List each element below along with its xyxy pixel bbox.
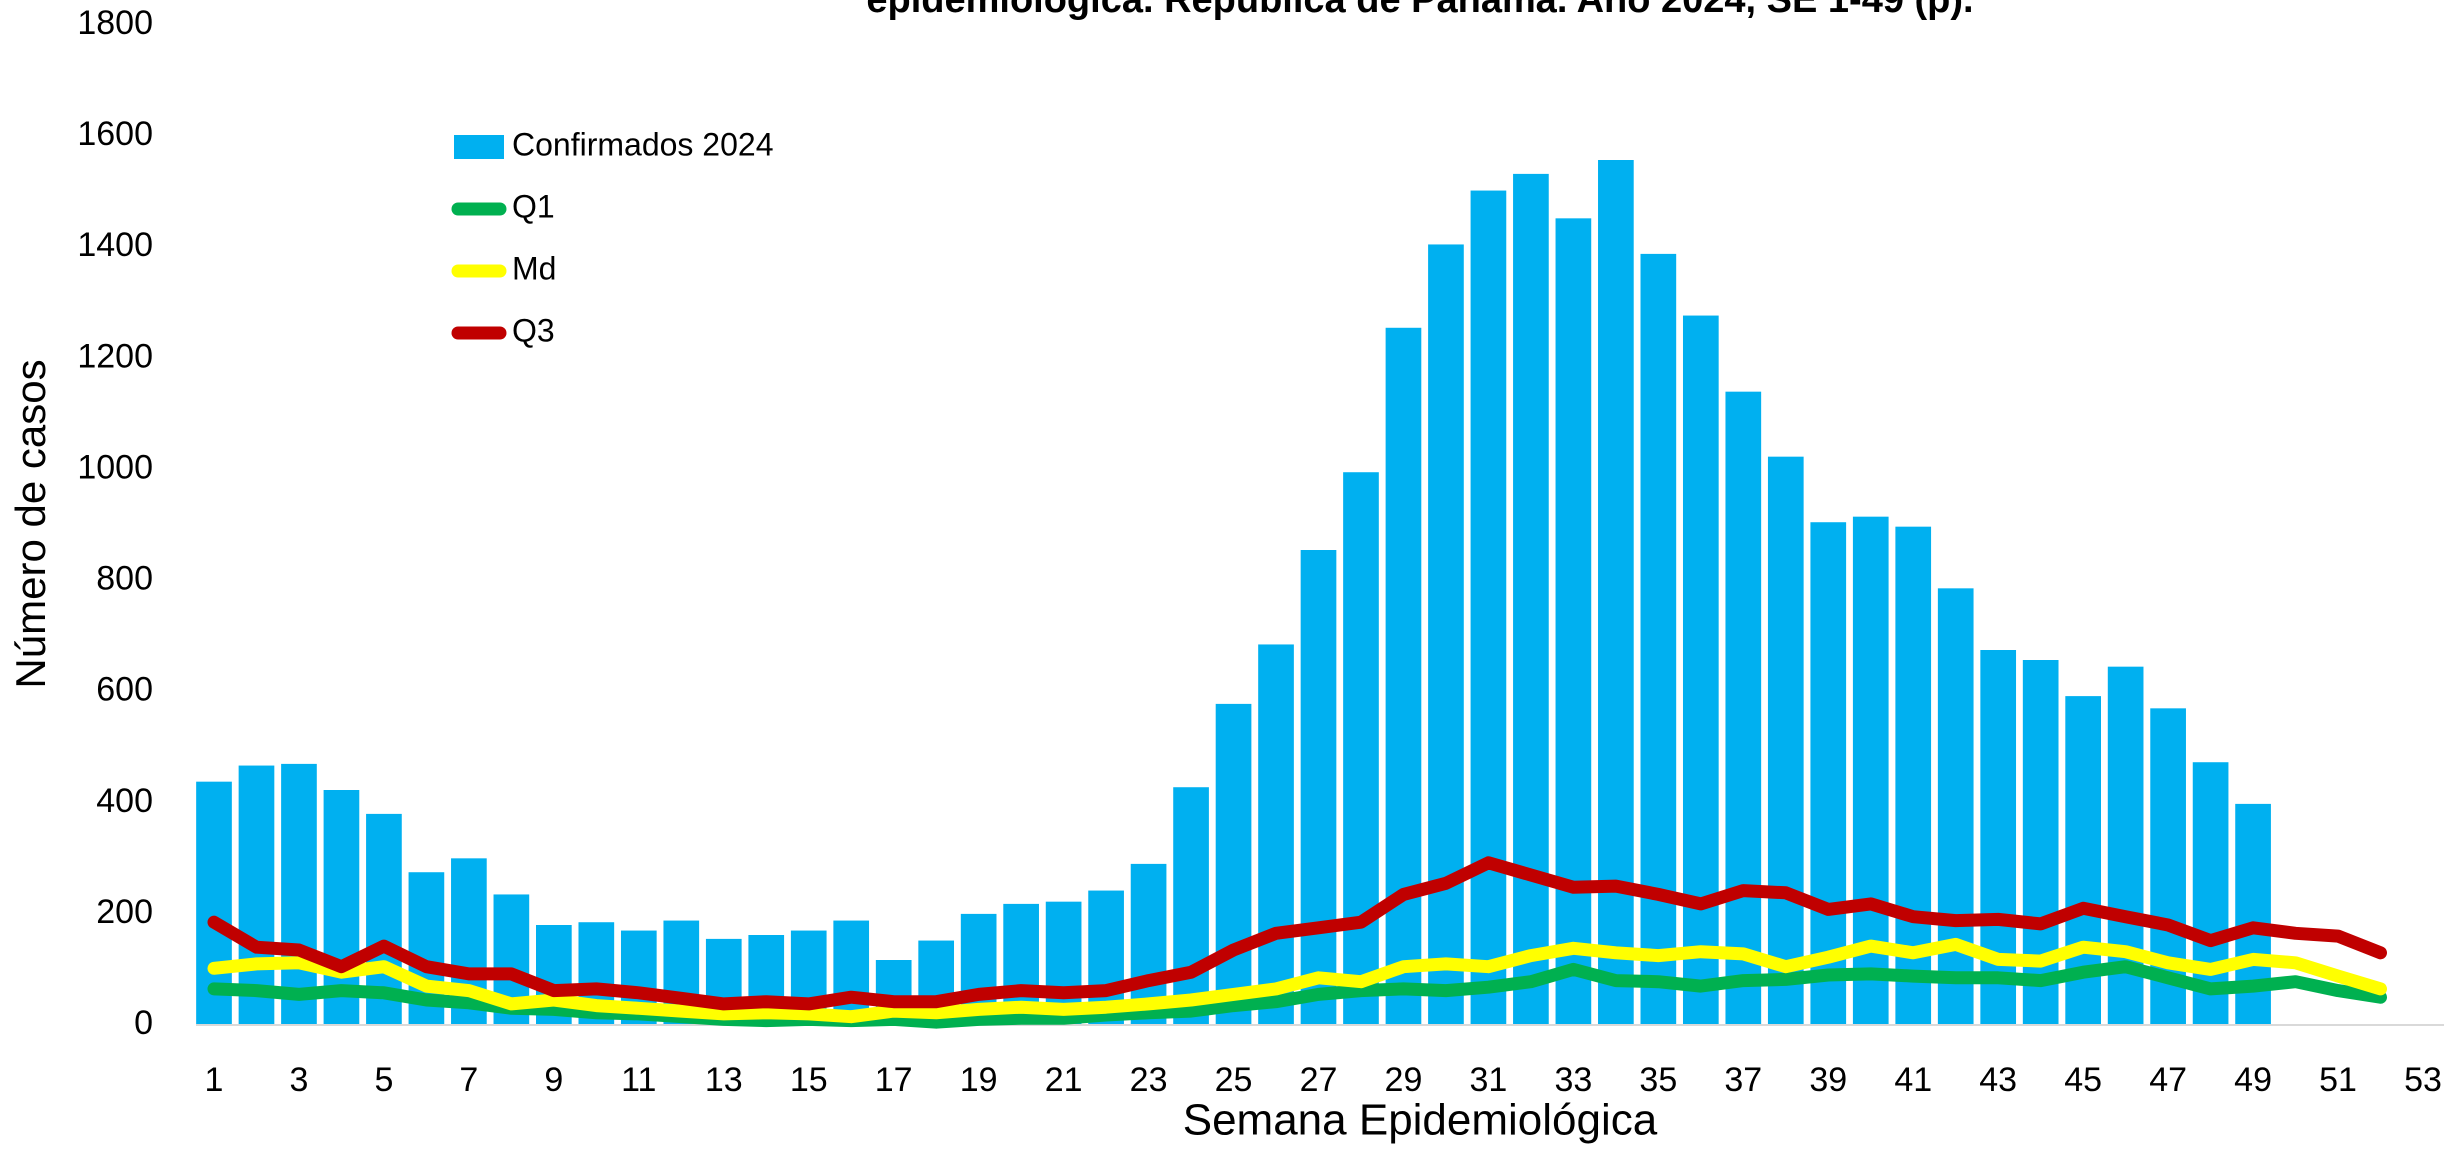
legend-swatch [454,135,504,159]
bar [833,920,870,1025]
bar [1385,327,1422,1025]
y-tick-label: 400 [96,782,153,820]
x-tick-label: 9 [544,1061,563,1099]
x-tick-label: 1 [205,1061,224,1099]
line-series [207,960,2387,1029]
bar [1682,315,1719,1025]
x-tick-label: 25 [1215,1061,1253,1099]
x-tick-label: 21 [1045,1061,1083,1099]
x-tick-label: 41 [1894,1061,1932,1099]
x-tick-label: 51 [2319,1061,2357,1099]
bar [1173,787,1209,1025]
x-tick-label: 5 [374,1061,393,1099]
x-tick-label: 49 [2234,1061,2272,1099]
legend-label: Q3 [512,312,555,348]
y-tick-label: 1200 [77,337,153,375]
bar [1513,173,1549,1025]
bar [1555,218,1592,1026]
bar [1895,526,1932,1025]
y-tick-label: 0 [134,1004,153,1042]
x-tick-label: 17 [875,1061,913,1099]
line-series [207,937,2387,1024]
bar [1598,160,1634,1025]
y-tick-label: 1800 [77,4,153,42]
x-tick-label: 29 [1385,1061,1423,1099]
x-tick-label: 37 [1724,1061,1762,1099]
chart-title: epidemiológica. República de Panamá. Año… [866,0,1973,21]
x-tick-label: 19 [960,1061,998,1099]
bar [1300,550,1337,1025]
x-tick-label: 39 [1809,1061,1847,1099]
y-tick-label: 1000 [77,448,153,486]
x-tick-label: 53 [2404,1061,2442,1099]
bar [1215,703,1252,1025]
bar [281,763,317,1025]
x-tick-label: 11 [621,1061,656,1099]
y-tick-label: 200 [96,893,153,931]
x-tick-label: 13 [705,1061,743,1099]
y-tick-label: 800 [96,560,153,598]
bar [1428,244,1464,1025]
x-tick-label: 7 [459,1061,478,1099]
bar [1980,650,2017,1025]
x-tick-label: 23 [1130,1061,1168,1099]
x-tick-label: 45 [2064,1061,2102,1099]
bar [1810,522,1847,1025]
bar [1767,456,1804,1026]
bar [2022,660,2059,1025]
legend-label: Q1 [512,188,555,224]
x-tick-label: 33 [1554,1061,1592,1099]
bar [238,765,275,1025]
x-tick-label: 31 [1470,1061,1508,1099]
bar [1470,190,1507,1026]
x-tick-label: 43 [1979,1061,2017,1099]
x-tick-label: 3 [290,1061,309,1099]
bar [1725,391,1762,1026]
x-tick-label: 15 [790,1061,828,1099]
bar [1937,588,1974,1025]
y-tick-label: 1600 [77,115,153,153]
y-tick-label: 600 [96,671,153,709]
bar [1640,253,1677,1025]
x-tick-label: 47 [2149,1061,2187,1099]
legend-label: Confirmados 2024 [512,126,773,162]
y-axis-title: Número de casos [7,359,54,688]
legend-label: Md [512,250,556,286]
bar [1258,644,1294,1025]
line-series [207,856,2387,1011]
x-tick-label: 27 [1300,1061,1338,1099]
x-axis-title: Semana Epidemiológica [1183,1096,1658,1145]
x-tick-label: 35 [1639,1061,1677,1099]
y-tick-label: 1400 [77,226,153,264]
bar [1343,472,1379,1025]
